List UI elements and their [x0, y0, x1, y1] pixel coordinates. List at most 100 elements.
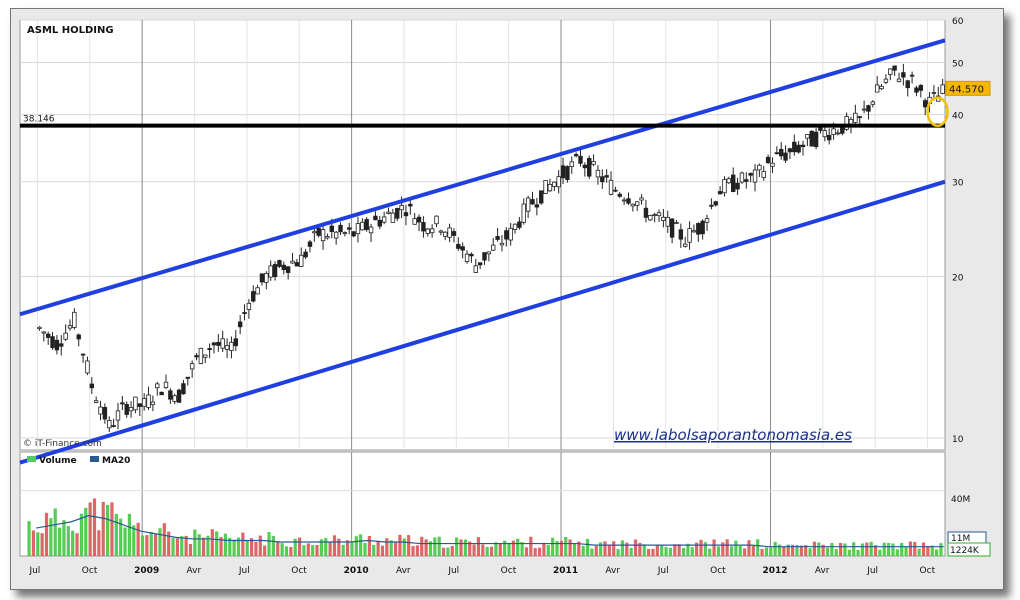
- candle-body: [155, 383, 160, 389]
- y-tick-label: 40: [952, 112, 964, 122]
- volume-bar: [380, 545, 385, 556]
- trend-channel: [19, 38, 946, 465]
- volume-bar: [114, 513, 118, 556]
- volume-bar: [79, 513, 84, 556]
- volume-bar: [594, 545, 598, 556]
- candle-body: [683, 243, 688, 247]
- volume-bar: [616, 549, 620, 556]
- candle-body: [709, 204, 714, 207]
- volume-bar: [402, 538, 406, 556]
- candle-body: [342, 232, 348, 234]
- volume-bar: [210, 529, 214, 556]
- volume-bar: [228, 537, 232, 556]
- axis-labels: 10 20 30 40 50 60 Jul Oct 2009 Avr Jul Oct 2010 Avr Ju…: [28, 17, 963, 576]
- candle-body: [608, 179, 614, 195]
- x-tick-label: Jul: [238, 566, 250, 576]
- candle-body: [792, 141, 797, 153]
- candle-body: [141, 398, 147, 407]
- candle-body: [905, 80, 910, 89]
- candle-body: [813, 131, 819, 148]
- x-tick-label: Jul: [657, 566, 669, 576]
- volume-bar: [935, 549, 939, 556]
- candle-body: [203, 354, 208, 358]
- x-tick-label: 2011: [553, 566, 578, 576]
- candle-body: [587, 158, 592, 177]
- volume-bar: [175, 538, 180, 556]
- volume-bar: [921, 542, 926, 556]
- volume-bar: [324, 538, 328, 556]
- candle-body: [652, 214, 657, 216]
- candle-body: [888, 68, 893, 75]
- candle-body: [901, 72, 906, 78]
- candle-body: [403, 212, 409, 217]
- ma20-last-value: 11M: [951, 534, 970, 544]
- volume-bar: [856, 549, 860, 556]
- volume-bar: [572, 543, 577, 556]
- highlight-circle: [926, 96, 949, 127]
- candle-body: [172, 395, 177, 402]
- candle-body: [731, 174, 736, 192]
- volume-bar: [651, 548, 655, 556]
- candle-body: [355, 223, 361, 235]
- volume-bar: [428, 541, 433, 556]
- candle-body: [822, 130, 828, 138]
- volume-bar: [88, 502, 92, 556]
- candle-body: [543, 180, 548, 194]
- volume-bar: [673, 544, 677, 556]
- volume-bar: [66, 526, 70, 556]
- candle-body: [102, 407, 108, 420]
- candle-body: [198, 347, 204, 364]
- candle-body: [661, 216, 666, 221]
- volume-bar: [607, 544, 611, 556]
- volume-bar: [764, 547, 769, 556]
- volume-bar: [415, 545, 419, 556]
- candle-body: [700, 220, 705, 235]
- volume-bar: [315, 544, 319, 556]
- volume-bar: [734, 540, 738, 556]
- candle-body: [381, 216, 387, 223]
- candle-body: [325, 236, 330, 239]
- volume-bar: [681, 548, 686, 556]
- candle-body: [626, 198, 631, 204]
- channel-lower-line: [19, 179, 946, 465]
- candle-body: [639, 197, 644, 201]
- candle-body: [338, 224, 343, 233]
- candle-body: [744, 179, 749, 182]
- volume-bar: [812, 541, 817, 556]
- volume-bar: [105, 504, 110, 556]
- candle-body: [770, 162, 775, 167]
- candle-body: [477, 262, 483, 266]
- volume-bar: [913, 541, 917, 556]
- volume-bar: [328, 541, 332, 556]
- volume-bar: [655, 545, 659, 556]
- candle-body: [517, 221, 522, 228]
- candle-body: [320, 229, 326, 242]
- candle-body: [115, 410, 121, 421]
- volume-bar: [468, 541, 472, 556]
- volume-bar: [882, 542, 886, 556]
- candle-body: [425, 228, 430, 234]
- volume-bar: [695, 542, 699, 556]
- volume-bar: [908, 541, 913, 556]
- volume-last-box: [947, 542, 991, 557]
- volume-bar: [494, 542, 498, 556]
- volume-bar: [481, 544, 485, 556]
- volume-bar: [620, 540, 625, 556]
- candle-body: [665, 216, 670, 227]
- volume-bar: [441, 547, 446, 556]
- volume-bar: [808, 548, 812, 556]
- volume-bar: [289, 547, 293, 556]
- volume-bar: [817, 542, 821, 556]
- x-tick-label: Jul: [28, 566, 40, 576]
- volume-bar: [372, 545, 376, 556]
- y-tick-label: 30: [952, 179, 964, 189]
- volume-bar: [869, 541, 873, 556]
- volume-bar: [110, 502, 114, 556]
- candle-body: [713, 201, 718, 206]
- volume-legend-label: Volume: [39, 456, 77, 466]
- volume-bar: [904, 546, 908, 556]
- volume-bar: [743, 548, 747, 556]
- volume-bar: [555, 541, 559, 556]
- volume-bar: [647, 548, 651, 556]
